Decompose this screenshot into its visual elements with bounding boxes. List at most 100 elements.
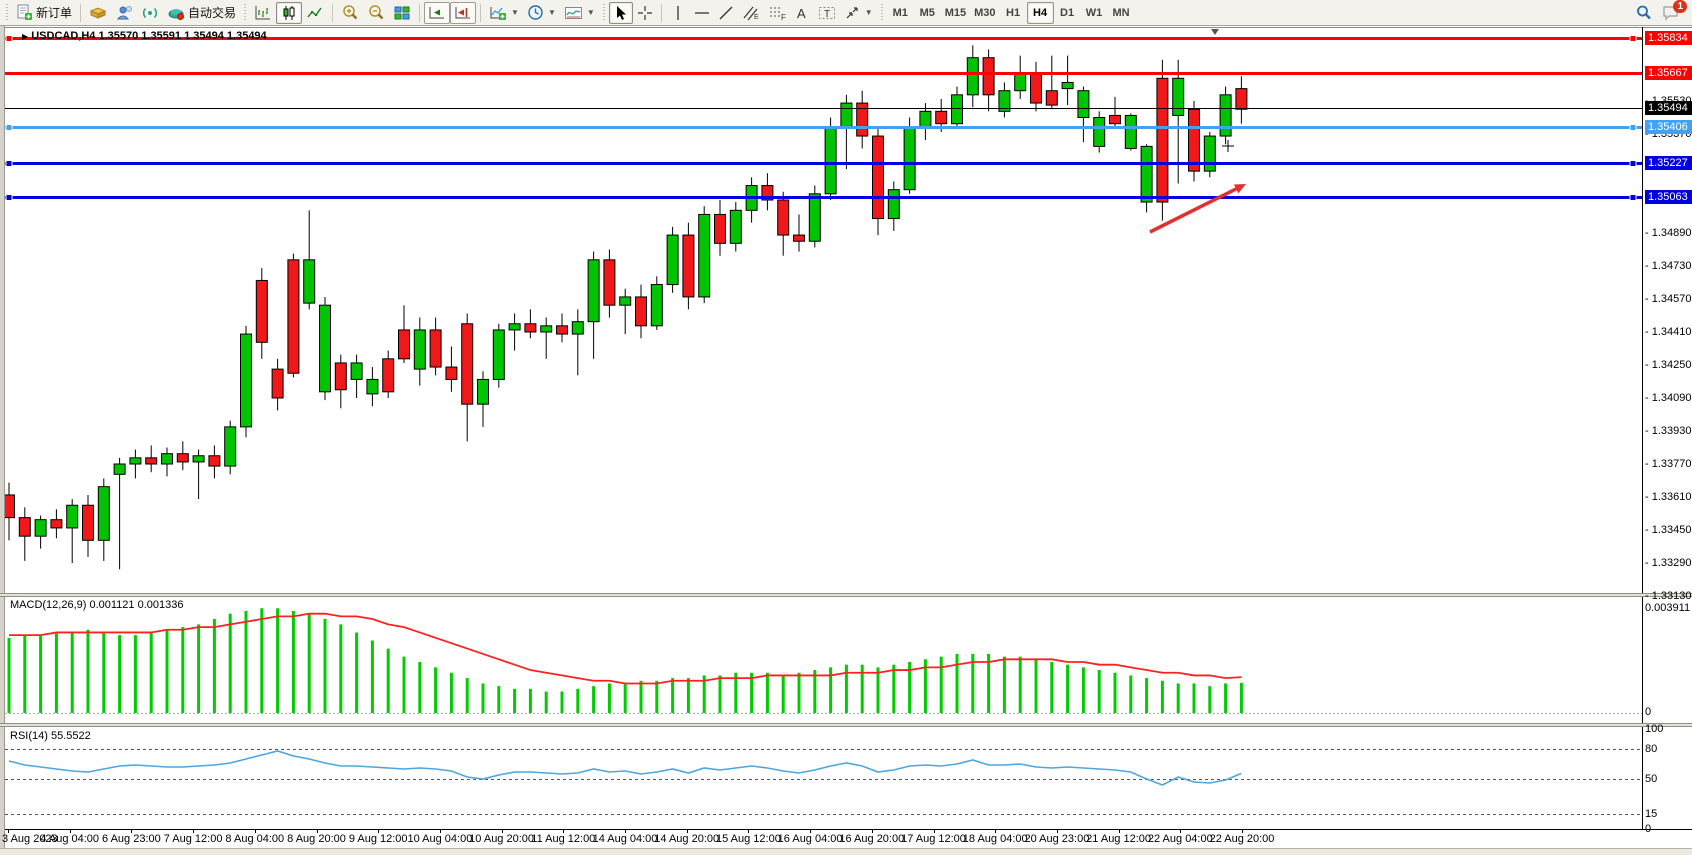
candle-body [66, 504, 79, 529]
cursor-button[interactable] [608, 1, 633, 24]
timeframe-button-d1[interactable]: D1 [1060, 6, 1075, 19]
toolbar-grip[interactable] [242, 3, 249, 22]
line-handle[interactable] [5, 124, 13, 131]
bar-chart-icon [255, 5, 271, 19]
timeframe-button-w1[interactable]: W1 [1085, 6, 1103, 19]
panel-splitter-rsi[interactable] [0, 723, 1692, 727]
time-label: 3 Aug 2023 [2, 833, 58, 845]
timeframe-button-h1[interactable]: H1 [1006, 6, 1021, 19]
candle-body [34, 519, 47, 537]
time-label: 22 Aug 04:00 [1147, 833, 1213, 845]
candle-body [445, 366, 458, 380]
candle-body [698, 213, 711, 298]
candle-body [777, 199, 790, 236]
price-tick: - 1.33610 [1645, 491, 1692, 503]
templates-button[interactable]: ▼ [560, 2, 599, 24]
line-handle[interactable] [5, 194, 13, 201]
tile-windows-icon [394, 6, 410, 19]
auto-scroll-button[interactable] [424, 1, 451, 24]
candle-body [350, 362, 363, 380]
timeframe-button-m5[interactable]: M5 [919, 6, 935, 19]
candle-body [271, 368, 284, 399]
profiles-button[interactable] [85, 2, 111, 24]
candle-body [903, 127, 916, 191]
svg-text:T: T [824, 9, 830, 20]
line-chart-button[interactable] [302, 2, 328, 24]
candle-body [398, 329, 410, 360]
bar-chart-button[interactable] [250, 2, 276, 24]
bottom-scrollbar[interactable] [0, 848, 1692, 855]
candle-body [287, 259, 300, 374]
cursor-arrow-icon [616, 5, 626, 20]
line-handle[interactable] [1629, 160, 1637, 167]
new-order-button[interactable]: 新订单 [12, 2, 76, 24]
arrow-annotation[interactable] [1149, 186, 1240, 234]
zoom-out-button[interactable] [363, 2, 389, 24]
candle-body [18, 517, 31, 537]
rsi-scale-label: 15 [1645, 808, 1658, 820]
indicators-button[interactable]: ▼ [485, 2, 523, 24]
candle-body [1014, 73, 1027, 92]
vertical-line-icon [677, 5, 679, 20]
timeframe-button-h4[interactable]: H4 [1026, 1, 1054, 24]
price-badge: 1.35834 [1645, 31, 1692, 46]
line-chart-icon [307, 7, 322, 17]
crosshair-button[interactable] [633, 2, 657, 24]
price-tick: - 1.34570 [1645, 293, 1692, 305]
channel-tool-button[interactable]: E [738, 2, 764, 24]
chart-shift-marker[interactable] [1211, 29, 1219, 35]
time-label: 16 Aug 20:00 [839, 833, 905, 845]
price-badge: 1.35494 [1645, 101, 1692, 116]
arrows-tool-button[interactable]: ▼ [840, 2, 877, 24]
chat-button[interactable]: 1 [1657, 0, 1687, 24]
periods-button[interactable]: ▼ [523, 2, 560, 24]
price-tick: - 1.34090 [1645, 392, 1692, 404]
candlestick-chart-button[interactable] [276, 1, 303, 24]
time-label: 10 Aug 04:00 [407, 833, 473, 845]
candle-body [192, 455, 205, 463]
trendline-icon [719, 6, 733, 19]
time-label: 4 Aug 04:00 [40, 833, 100, 845]
horizontal-line-tool-button[interactable] [690, 2, 714, 24]
label-tool-button[interactable]: T [814, 2, 840, 24]
trendline-tool-button[interactable] [714, 2, 738, 24]
zoom-in-button[interactable] [337, 2, 363, 24]
vertical-line-tool-button[interactable] [666, 2, 690, 24]
community-button[interactable] [111, 2, 137, 24]
timeframe-button-mn[interactable]: MN [1112, 6, 1130, 19]
toolbar-separator [419, 3, 421, 22]
line-handle[interactable] [5, 160, 13, 167]
timeframe-button-m30[interactable]: M30 [974, 6, 996, 19]
autotrading-button[interactable]: 自动交易 [163, 2, 240, 24]
fibonacci-tool-button[interactable]: F [764, 2, 790, 24]
candle-body [224, 426, 237, 467]
line-handle[interactable] [1629, 124, 1637, 131]
toolbar-grip[interactable] [878, 3, 885, 22]
candle-body [729, 209, 742, 244]
text-tool-button[interactable]: A [790, 2, 814, 24]
toolbar-grip[interactable] [600, 3, 607, 22]
candle-body [1109, 114, 1121, 125]
line-handle[interactable] [1629, 35, 1637, 42]
autotrading-label: 自动交易 [188, 6, 237, 20]
search-button[interactable] [1631, 2, 1657, 24]
candle-body [635, 296, 647, 327]
timeframe-button-m15[interactable]: M15 [944, 6, 967, 19]
chat-notification-badge: 1 [1673, 0, 1687, 13]
macd-signal-line [9, 612, 1242, 685]
timeframe-button-m1[interactable]: M1 [892, 6, 908, 19]
tile-windows-button[interactable] [389, 2, 415, 24]
line-handle[interactable] [5, 35, 13, 42]
svg-text:A: A [797, 6, 806, 21]
candle-body [1235, 88, 1248, 110]
candlestick-chart-icon [283, 5, 295, 20]
candle-body [919, 110, 932, 129]
line-handle[interactable] [1629, 194, 1637, 201]
candle-body [619, 296, 632, 306]
toolbar-grip[interactable] [4, 3, 10, 22]
candle-body [382, 358, 395, 393]
signals-button[interactable] [137, 2, 163, 24]
panel-splitter-macd[interactable] [0, 593, 1692, 597]
chart-shift-button[interactable] [450, 1, 477, 24]
